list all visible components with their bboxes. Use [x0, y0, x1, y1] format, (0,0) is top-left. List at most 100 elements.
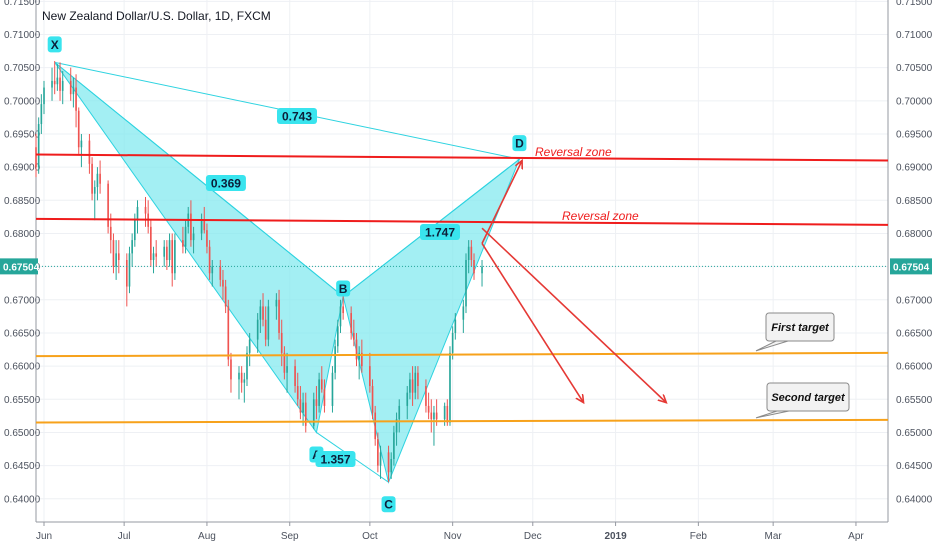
candle-body	[136, 206, 139, 221]
candle-body	[128, 253, 131, 287]
ratio-abc-text: 1.357	[320, 453, 350, 467]
candle-body	[278, 299, 280, 333]
y-tick-label-right: 0.66000	[896, 362, 932, 373]
ratio-xab: 0.369	[205, 175, 246, 191]
y-tick-label-right: 0.71500	[896, 0, 932, 8]
candle-body	[406, 392, 409, 406]
candle-body	[355, 339, 358, 360]
candle-body	[414, 372, 417, 393]
y-tick-label-left: 0.66500	[4, 328, 41, 339]
candle-body	[144, 206, 147, 214]
y-tick-label-left: 0.65000	[4, 428, 41, 439]
candle-body	[294, 366, 296, 387]
candle-body	[353, 332, 355, 340]
candle-body	[171, 240, 174, 274]
ratio-bcd: 1.747	[420, 224, 460, 240]
projection-arrow[interactable]	[481, 242, 583, 402]
y-tick-label-left: 0.64500	[4, 461, 41, 472]
target-line[interactable]	[35, 418, 889, 424]
candle-body	[395, 419, 398, 433]
candle-body	[286, 366, 288, 373]
candle-body	[184, 226, 187, 247]
second-target-callout-text: Second target	[771, 392, 846, 404]
candle-body	[208, 246, 211, 274]
candle-body	[219, 266, 222, 280]
candle-body	[40, 104, 43, 125]
candle-body	[190, 213, 192, 241]
candle-body	[75, 87, 77, 111]
candle-body	[443, 405, 446, 420]
candle-body	[224, 286, 227, 307]
ratio-xad: 0.743	[277, 108, 317, 124]
y-tick-label-left: 0.68500	[4, 196, 41, 207]
x-tick-label: Dec	[524, 531, 542, 542]
y-tick-label-right: 0.67000	[896, 295, 932, 306]
candle-body	[267, 306, 270, 340]
candle-body	[262, 306, 264, 320]
candle-body	[222, 279, 224, 287]
candle-body	[227, 306, 230, 360]
candle-body	[398, 405, 401, 420]
y-tick-label-right: 0.64500	[896, 461, 932, 472]
candle-body	[56, 77, 59, 85]
candle-body	[334, 346, 336, 373]
candle-body	[462, 306, 465, 320]
candle-body	[152, 253, 155, 261]
candle-body	[240, 372, 243, 383]
point-label-c: C	[381, 496, 396, 513]
candle-body	[107, 183, 109, 227]
candle-body	[467, 246, 470, 261]
candle-body	[115, 253, 117, 267]
target-line[interactable]	[35, 351, 889, 358]
candle-body	[163, 246, 166, 257]
candle-body	[61, 80, 64, 91]
candle-body	[182, 240, 184, 247]
point-label-d-text: D	[515, 137, 524, 151]
x-tick-label: 2019	[604, 531, 627, 542]
reversal-line[interactable]	[35, 217, 889, 226]
projection-arrow[interactable]	[481, 161, 522, 244]
point-label-b: B	[336, 280, 351, 297]
candle-body	[259, 306, 262, 320]
candle-body	[331, 372, 334, 406]
first-target-callout-box	[765, 312, 835, 342]
candle-body	[88, 140, 91, 164]
candle-body	[409, 379, 411, 393]
candle-body	[361, 352, 363, 367]
candle-body	[430, 412, 433, 420]
last-price-badge-right-bg	[890, 258, 932, 275]
candle-body	[411, 379, 414, 393]
candle-body	[417, 372, 419, 387]
candle-body	[369, 366, 371, 387]
second-target-callout-box	[766, 382, 850, 412]
candle-body	[77, 110, 80, 148]
x-tick-label: Nov	[444, 531, 462, 542]
candle-body	[200, 220, 203, 234]
candle-body	[174, 240, 176, 274]
candle-body	[248, 339, 251, 353]
candle-body	[481, 266, 483, 274]
projection-arrow[interactable]	[481, 227, 666, 402]
first-target-callout-text: First target	[771, 322, 830, 334]
candle-body	[379, 452, 382, 466]
point-label-b-text: B	[339, 282, 348, 296]
candle-body	[93, 187, 96, 194]
y-tick-label-right: 0.70500	[896, 63, 932, 74]
candle-body	[91, 163, 93, 194]
candle-body	[283, 352, 286, 373]
pattern-line-xb	[54, 61, 344, 297]
x-tick-label: Jul	[118, 531, 131, 542]
candle-body	[243, 379, 246, 383]
candle-body	[299, 399, 302, 413]
candle-body	[53, 80, 56, 85]
first-target-callout: First target	[755, 312, 835, 352]
y-tick-label-right: 0.70000	[896, 96, 932, 107]
y-tick-label-right: 0.66500	[896, 328, 932, 339]
candle-body	[387, 452, 390, 473]
candle-body	[99, 173, 101, 184]
candle-body	[465, 260, 467, 307]
reversal-line[interactable]	[35, 153, 889, 162]
candle-body	[112, 240, 115, 267]
